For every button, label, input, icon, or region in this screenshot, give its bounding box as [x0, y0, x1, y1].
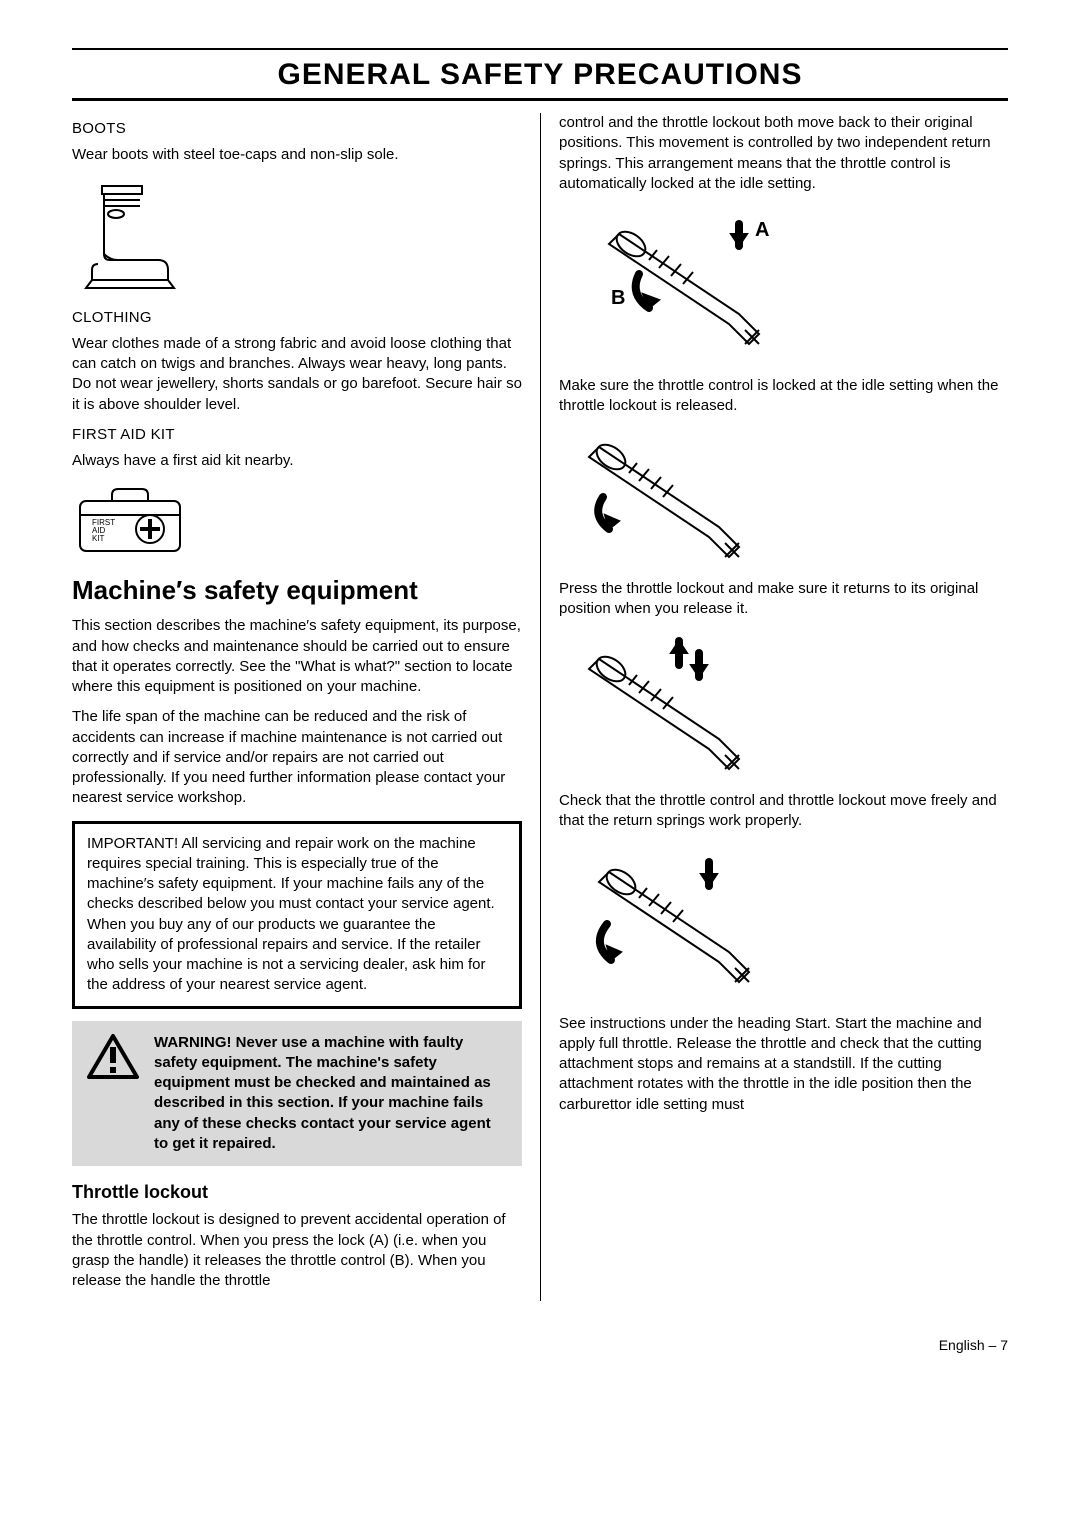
right-column: control and the throttle lockout both mo… — [540, 113, 1008, 1301]
mse-p2: The life span of the machine can be redu… — [72, 707, 522, 808]
top-rule — [72, 48, 1008, 50]
throttle-springs-diagram — [559, 842, 1008, 1002]
firstaid-kit-icon: FIRST AID KIT — [72, 481, 522, 561]
right-p3: Press the throttle lockout and make sure… — [559, 579, 1008, 620]
right-p4: Check that the throttle control and thro… — [559, 791, 1008, 832]
throttle-text: The throttle lockout is designed to prev… — [72, 1210, 522, 1291]
svg-text:KIT: KIT — [92, 534, 105, 543]
label-a: A — [755, 219, 769, 241]
firstaid-heading: FIRST AID KIT — [72, 425, 522, 445]
label-b: B — [611, 287, 625, 309]
warning-triangle-icon — [86, 1033, 140, 1081]
right-p5: See instructions under the heading Start… — [559, 1014, 1008, 1115]
throttle-heading: Throttle lockout — [72, 1180, 522, 1204]
throttle-idle-diagram — [559, 427, 1008, 567]
mse-heading: Machine′s safety equipment — [72, 573, 522, 608]
boots-text: Wear boots with steel toe-caps and non-s… — [72, 145, 522, 165]
important-box: IMPORTANT! All servicing and repair work… — [72, 821, 522, 1009]
warning-text: WARNING! Never use a machine with faulty… — [154, 1033, 508, 1155]
boot-icon — [72, 176, 522, 296]
page-title: GENERAL SAFETY PRECAUTIONS — [72, 58, 1008, 98]
two-column-layout: BOOTS Wear boots with steel toe-caps and… — [72, 113, 1008, 1301]
page-footer: English – 7 — [72, 1337, 1008, 1353]
clothing-heading: CLOTHING — [72, 308, 522, 328]
warning-box: WARNING! Never use a machine with faulty… — [72, 1021, 522, 1167]
right-p1: control and the throttle lockout both mo… — [559, 113, 1008, 194]
boots-heading: BOOTS — [72, 119, 522, 139]
title-underline — [72, 98, 1008, 101]
important-text: IMPORTANT! All servicing and repair work… — [87, 835, 495, 994]
mse-p1: This section describes the machine′s saf… — [72, 616, 522, 697]
clothing-text: Wear clothes made of a strong fabric and… — [72, 334, 522, 415]
left-column: BOOTS Wear boots with steel toe-caps and… — [72, 113, 540, 1301]
right-p2: Make sure the throttle control is locked… — [559, 376, 1008, 417]
throttle-return-diagram — [559, 629, 1008, 779]
throttle-ab-diagram: A B — [559, 204, 1008, 364]
firstaid-text: Always have a first aid kit nearby. — [72, 451, 522, 471]
